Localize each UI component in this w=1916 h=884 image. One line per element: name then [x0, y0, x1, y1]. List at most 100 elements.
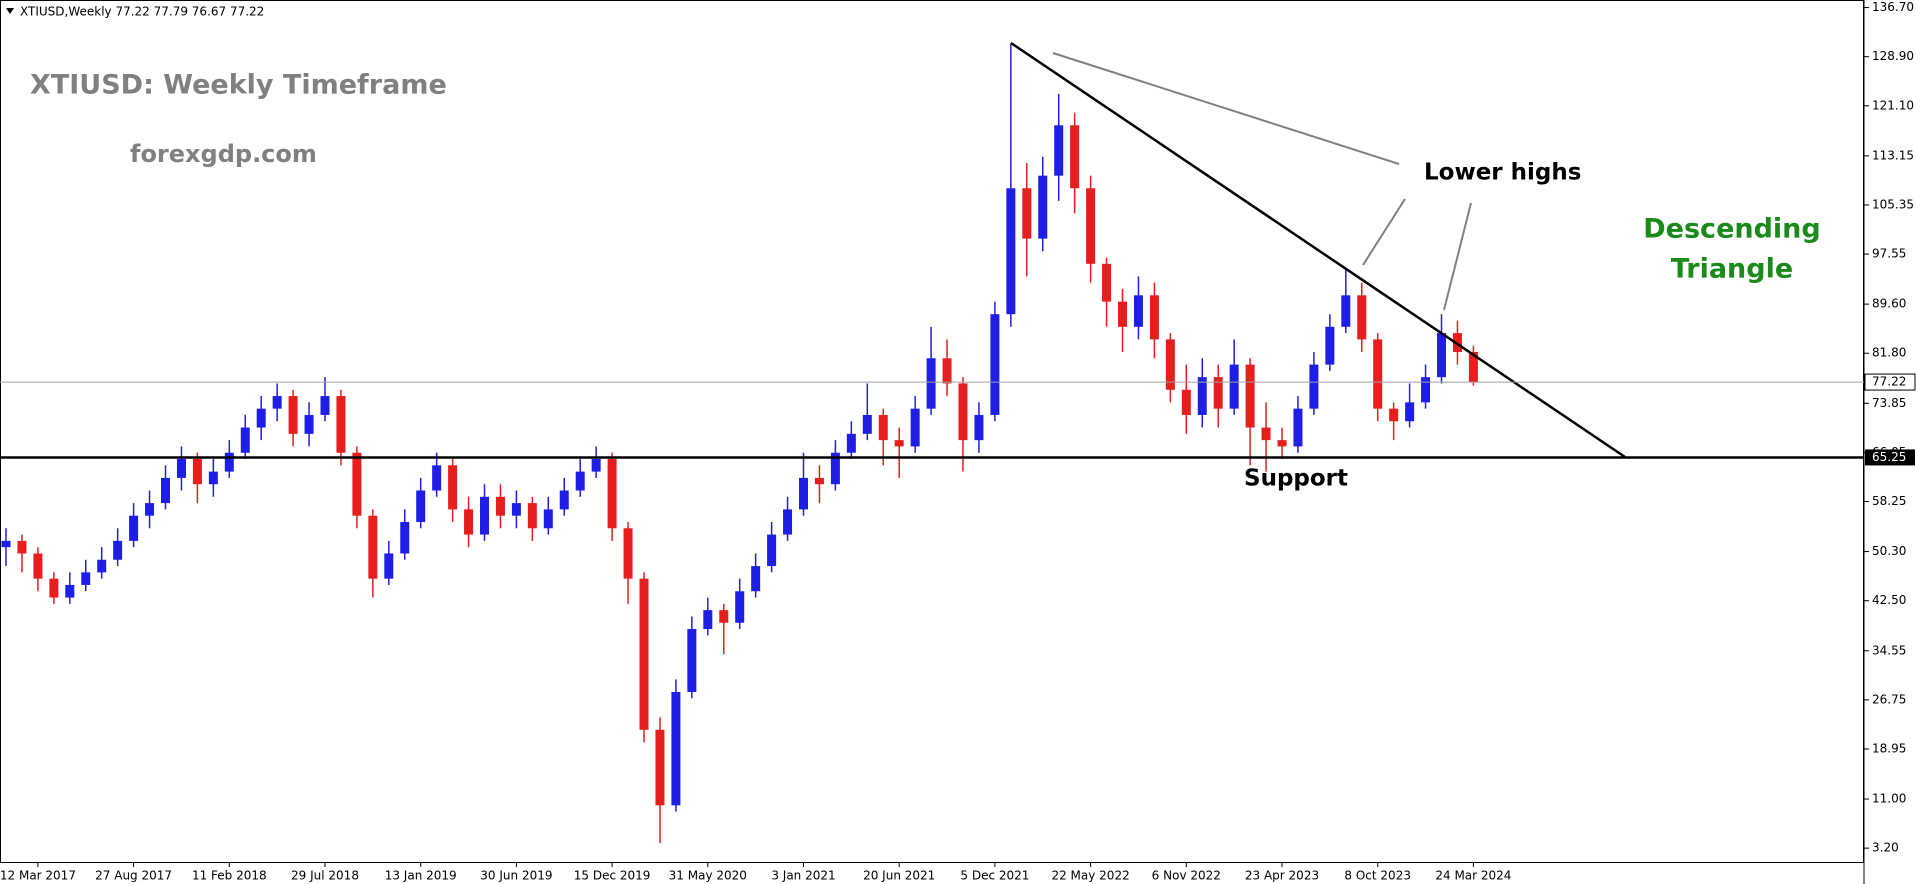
x-tick-label: 13 Jan 2019	[385, 869, 457, 883]
candle-body	[926, 358, 936, 409]
candle-body	[703, 610, 713, 630]
candle-body	[17, 540, 27, 554]
candle-body	[272, 396, 282, 409]
candle-body	[767, 534, 777, 567]
candle-body	[1165, 339, 1175, 390]
candle-body	[320, 396, 330, 415]
candle-body	[208, 471, 218, 485]
candle-body	[671, 691, 681, 806]
x-tick-label: 12 Mar 2017	[0, 869, 76, 883]
x-tick-label: 15 Dec 2019	[574, 869, 651, 883]
candle-body	[751, 566, 761, 592]
candle-body	[623, 528, 633, 579]
candle-body	[846, 433, 856, 453]
candle-body	[464, 509, 474, 535]
candle-body	[639, 578, 649, 730]
candle-body	[783, 509, 793, 535]
y-tick-label: 26.75	[1872, 692, 1906, 706]
x-tick-label: 30 Jun 2019	[480, 869, 552, 883]
x-tick-label: 3 Jan 2021	[771, 869, 835, 883]
candle-body	[495, 496, 505, 516]
candle-body	[655, 729, 665, 806]
pointer-line	[1443, 202, 1472, 311]
y-tick-label: 11.00	[1872, 792, 1906, 806]
candle-body	[1070, 125, 1080, 189]
candle-body	[352, 452, 362, 516]
candle-body	[288, 396, 298, 434]
candle-body	[49, 578, 59, 598]
candle-body	[1293, 408, 1303, 447]
candle-body	[1277, 440, 1287, 447]
candle-body	[830, 452, 840, 485]
y-tick-label: 113.15	[1872, 148, 1914, 162]
pointer-line	[1362, 198, 1406, 266]
annotation: Triangle	[1671, 254, 1793, 285]
candle-body	[416, 490, 426, 522]
candle-body	[256, 408, 266, 428]
candle-body	[1006, 188, 1016, 315]
y-tick-label: 34.55	[1872, 643, 1906, 657]
candle-body	[129, 515, 139, 541]
y-tick-label: 3.20	[1872, 841, 1899, 855]
candle-body	[192, 459, 202, 485]
candle-body	[1054, 125, 1064, 176]
x-tick-label: 27 Aug 2017	[95, 869, 172, 883]
candle-body	[591, 459, 601, 472]
x-tick-label: 20 Jun 2021	[863, 869, 935, 883]
x-tick-label: 23 Apr 2023	[1245, 869, 1319, 883]
candle-body	[862, 414, 872, 434]
x-tick-label: 6 Nov 2022	[1152, 869, 1221, 883]
candle-body	[1389, 408, 1399, 422]
candle-body	[1022, 188, 1032, 239]
candle-body	[33, 553, 43, 579]
candle-body	[910, 408, 920, 447]
candle-body	[1261, 427, 1271, 441]
candle-body	[176, 459, 186, 478]
candle-body	[432, 465, 442, 491]
y-tick-label: 73.85	[1872, 396, 1906, 410]
candle-body	[65, 584, 75, 598]
candle-body	[575, 471, 585, 491]
candle-body	[224, 452, 234, 472]
candle-body	[1197, 377, 1207, 415]
candle-body	[878, 414, 888, 441]
y-tick-label: 97.55	[1872, 247, 1906, 261]
candle-body	[1309, 364, 1319, 409]
y-tick-label: 105.35	[1872, 197, 1914, 211]
descending-trendline	[1010, 41, 1626, 459]
candle-body	[1437, 333, 1446, 378]
candle-body	[974, 414, 984, 441]
candle-body	[1405, 402, 1415, 422]
candle-body	[735, 591, 745, 623]
annotation: Descending	[1643, 214, 1820, 245]
y-tick-label: 58.25	[1872, 494, 1906, 508]
candle-body	[81, 572, 91, 585]
candle-body	[1102, 263, 1112, 302]
candle-body	[448, 465, 458, 510]
candle-body	[161, 477, 170, 504]
x-tick-label: 5 Dec 2021	[960, 869, 1029, 883]
candle-body	[145, 503, 155, 516]
candle-body	[990, 314, 1000, 415]
y-tick-label: 128.90	[1872, 49, 1914, 63]
candle-body	[799, 477, 808, 510]
x-tick-label: 11 Feb 2018	[192, 869, 267, 883]
plot-frame	[0, 0, 1864, 863]
y-tick-label: 121.10	[1872, 98, 1914, 112]
y-tick-label: 50.30	[1872, 544, 1906, 558]
candle-body	[1149, 295, 1159, 340]
candle-body	[1229, 364, 1239, 409]
x-tick-label: 24 Mar 2024	[1435, 869, 1511, 883]
candle-body	[1245, 364, 1255, 428]
candle-body	[1325, 326, 1335, 365]
support-box	[1865, 449, 1915, 466]
candle-body	[527, 503, 537, 529]
header: XTIUSD,Weekly 77.22 77.79 76.67 77.22	[20, 5, 264, 19]
last-price-box	[1864, 373, 1916, 391]
y-tick-label: 136.70	[1872, 0, 1914, 14]
chart-subtitle: forexgdp.com	[130, 140, 317, 168]
candle-body	[1373, 339, 1383, 409]
candle-body	[1181, 389, 1191, 415]
support-label: 65.25	[1872, 450, 1906, 464]
